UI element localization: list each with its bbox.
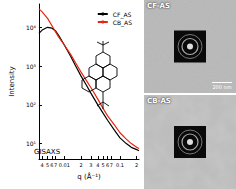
svg-text:6: 6: [106, 162, 109, 168]
svg-text:5: 5: [46, 162, 49, 168]
svg-text:4: 4: [41, 162, 44, 168]
svg-text:2: 2: [79, 162, 82, 168]
svg-text:q (Å⁻¹): q (Å⁻¹): [77, 172, 101, 181]
svg-text:5: 5: [102, 162, 105, 168]
svg-text:CB_AS: CB_AS: [113, 19, 132, 27]
svg-text:GISAXS: GISAXS: [34, 148, 61, 156]
svg-text:4: 4: [96, 162, 99, 168]
svg-text:7: 7: [110, 162, 113, 168]
html-text:CB-AS: CB-AS: [147, 97, 171, 105]
svg-text:2: 2: [135, 162, 138, 168]
svg-text:Intensity: Intensity: [8, 66, 16, 96]
svg-text:10²: 10²: [26, 101, 37, 108]
svg-text:10¹: 10¹: [26, 140, 37, 147]
svg-text:10³: 10³: [26, 63, 37, 70]
svg-text:3: 3: [89, 162, 92, 168]
svg-text:7: 7: [54, 162, 57, 168]
html-text:200 nm: 200 nm: [212, 84, 232, 90]
svg-text:CF_AS: CF_AS: [113, 11, 132, 19]
svg-text:6: 6: [50, 162, 53, 168]
svg-text:10⁴: 10⁴: [26, 24, 37, 31]
svg-text:0.01: 0.01: [59, 162, 70, 168]
html-text:CF-AS: CF-AS: [147, 2, 171, 10]
svg-text:0.1: 0.1: [116, 162, 124, 168]
